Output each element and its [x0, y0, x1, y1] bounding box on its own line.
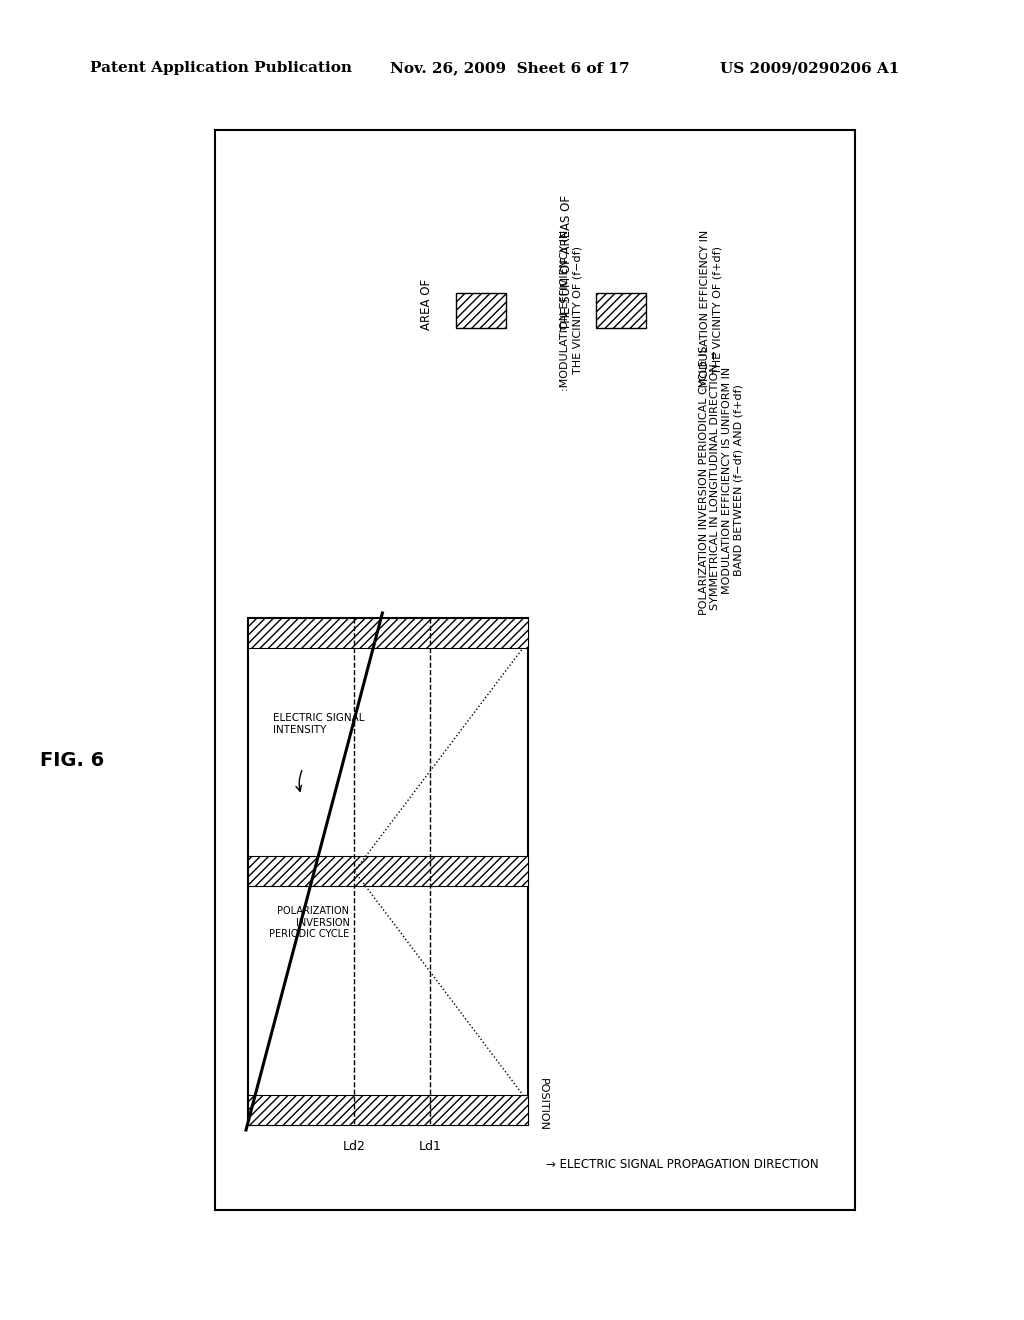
- Bar: [457, 293, 506, 327]
- Text: Ld1: Ld1: [419, 1140, 441, 1152]
- Bar: [596, 293, 646, 327]
- Text: FIG. 6: FIG. 6: [40, 751, 104, 770]
- Bar: [248, 857, 528, 886]
- Text: POLARIZATION
INVERSION
PERIODIC CYCLE: POLARIZATION INVERSION PERIODIC CYCLE: [269, 907, 349, 940]
- Text: US 2009/0290206 A1: US 2009/0290206 A1: [720, 61, 899, 75]
- Text: POLARIZATION INVERSION PERIODICAL CYCLE IS
SYMMETRICAL IN LONGITUDINAL DIRECTION: POLARIZATION INVERSION PERIODICAL CYCLE …: [698, 346, 743, 615]
- Bar: [215, 129, 855, 1210]
- Text: :MODULATION EFFICIENCY IN
THE VICINITY OF (f−df): :MODULATION EFFICIENCY IN THE VICINITY O…: [560, 230, 582, 391]
- Text: → ELECTRIC SIGNAL PROPAGATION DIRECTION: → ELECTRIC SIGNAL PROPAGATION DIRECTION: [546, 1159, 818, 1172]
- Text: THE SUM OF AREAS OF: THE SUM OF AREAS OF: [560, 195, 572, 330]
- Text: Nov. 26, 2009  Sheet 6 of 17: Nov. 26, 2009 Sheet 6 of 17: [390, 61, 630, 75]
- Text: ELECTRIC SIGNAL
INTENSITY: ELECTRIC SIGNAL INTENSITY: [273, 713, 365, 735]
- Text: POSITION: POSITION: [538, 1078, 548, 1131]
- Bar: [248, 618, 528, 1125]
- Text: :MODULATION EFFICIENCY IN
THE VICINITY OF (f+df): :MODULATION EFFICIENCY IN THE VICINITY O…: [700, 230, 722, 391]
- Text: Patent Application Publication: Patent Application Publication: [90, 61, 352, 75]
- Bar: [248, 1096, 528, 1125]
- Text: AREA OF: AREA OF: [420, 279, 433, 330]
- Bar: [248, 618, 528, 648]
- Text: Ld2: Ld2: [343, 1140, 366, 1152]
